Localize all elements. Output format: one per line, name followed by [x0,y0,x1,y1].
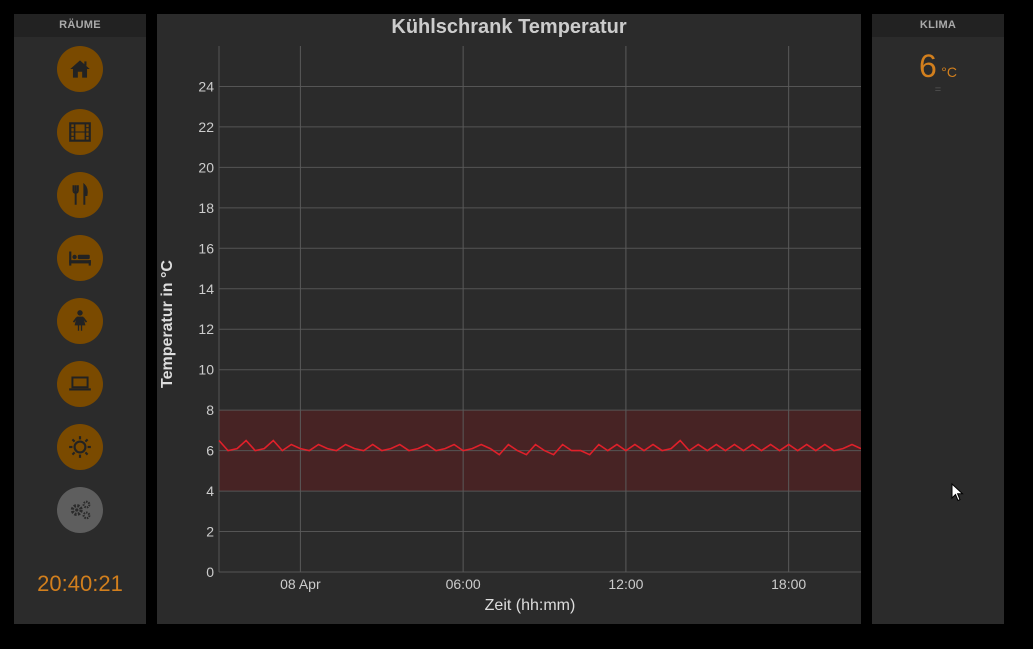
climate-panel: KLIMA 6 °C = [872,14,1004,624]
chart-panel: 0 2 4 6 8 10 12 14 16 18 20 22 24 08 Apr 06:00 12:00 18:… [157,14,861,624]
y-tick-label: 2 [206,524,214,540]
room-button-bedroom[interactable] [57,235,103,281]
room-button-cinema[interactable] [57,109,103,155]
room-button-outdoor[interactable] [57,424,103,470]
y-tick-label: 24 [198,78,214,94]
room-button-childroom[interactable] [57,298,103,344]
fork-knife-icon [72,182,88,205]
home-icon [70,60,90,78]
y-tick-label: 14 [198,281,214,297]
y-tick-label: 20 [198,159,214,175]
y-tick-label: 6 [206,443,214,459]
y-tick-label: 8 [206,402,214,418]
x-tick-label: 06:00 [446,576,481,592]
clock: 20:40:21 [37,571,123,596]
sun-icon [69,436,91,458]
room-button-home[interactable] [57,46,103,92]
temperature-value: 6 [919,48,937,84]
y-tick-label: 16 [198,240,214,256]
chart-title: Kühlschrank Temperatur [391,16,627,38]
y-axis-title: Temperatur in °C [159,260,176,388]
room-button-kitchen[interactable] [57,172,103,218]
climate-header: KLIMA [872,14,1004,37]
temperature-series-line [218,439,861,456]
child-icon [72,310,88,331]
y-tick-label: 4 [206,483,214,499]
mouse-cursor-icon [951,483,964,502]
room-button-settings[interactable] [57,487,103,533]
x-tick-label: 18:00 [771,576,806,592]
y-tick-label: 0 [206,564,214,580]
x-tick-label: 08 Apr [280,576,321,592]
y-tick-label: 10 [198,362,214,378]
y-tick-label: 18 [198,200,214,216]
laptop-icon [69,376,91,391]
x-tick-label: 12:00 [608,576,643,592]
y-tick-label: 12 [198,321,214,337]
gears-icon [70,500,91,520]
bed-icon [69,251,91,266]
climate-temperature[interactable]: 6 °C [872,48,1004,85]
x-axis-title: Zeit (hh:mm) [485,597,576,614]
room-button-office[interactable] [57,361,103,407]
rooms-panel: RÄUME 20:40:21 [14,14,146,624]
film-icon [69,122,91,142]
y-tick-label: 22 [198,119,214,135]
rooms-header: RÄUME [14,14,146,37]
temperature-trend: = [934,84,942,96]
temperature-unit: °C [941,64,957,80]
